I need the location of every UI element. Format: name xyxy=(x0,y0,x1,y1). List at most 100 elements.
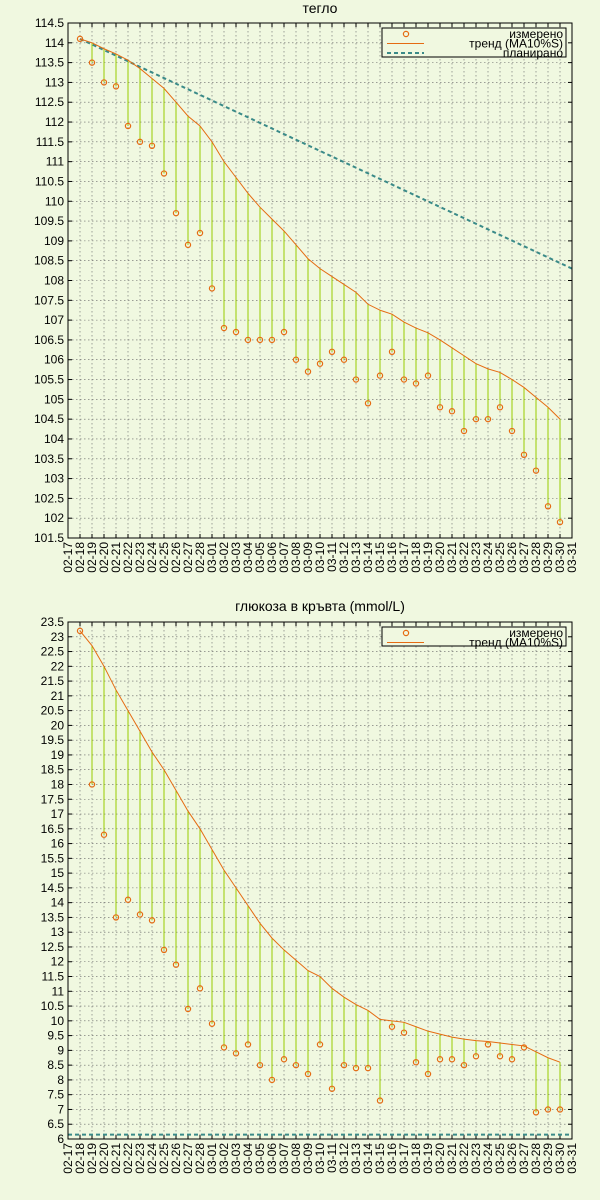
weight-chart: тегло 101.5 102 102.5 103 103.5 104 104.5 105 105… xyxy=(34,0,579,573)
glucose-x-tick-label: 03-27 xyxy=(517,1143,531,1174)
glucose-measured-point xyxy=(208,1020,216,1027)
weight-x-tick-label: 02-18 xyxy=(73,542,87,573)
weight-measured-point xyxy=(256,336,264,344)
weight-x-tick-label: 03-05 xyxy=(253,542,267,573)
glucose-x-tick-label: 03-03 xyxy=(229,1143,243,1174)
glucose-trend-line xyxy=(79,630,561,1063)
weight-y-tick-label: 103.5 xyxy=(34,452,64,466)
weight-measured-point xyxy=(520,451,528,459)
weight-measured-point xyxy=(412,380,420,387)
weight-y-tick-label: 113 xyxy=(45,75,64,89)
weight-y-tick-label: 103 xyxy=(44,472,64,486)
weight-measured-point xyxy=(328,348,336,356)
glucose-x-tick-label: 02-27 xyxy=(181,1143,195,1174)
glucose-x-tick-label: 03-07 xyxy=(277,1143,291,1174)
glucose-y-tick-label: 16 xyxy=(51,837,65,851)
weight-x-tick-label: 03-14 xyxy=(361,542,375,573)
glucose-y-tick-label: 17 xyxy=(51,807,65,821)
weight-y-tick-label: 107.5 xyxy=(34,293,64,307)
weight-x-tick-label: 03-08 xyxy=(289,542,303,573)
weight-x-tick-label: 03-11 xyxy=(325,542,339,572)
weight-measured-point xyxy=(184,241,192,249)
glucose-measured-point xyxy=(340,1061,348,1069)
weight-y-tick-label: 105.5 xyxy=(34,373,64,387)
weight-measured-point xyxy=(436,404,444,411)
weight-x-tick-label: 03-03 xyxy=(229,542,243,573)
glucose-measured-point xyxy=(412,1058,420,1066)
glucose-x-tick-label: 03-09 xyxy=(301,1143,315,1174)
glucose-chart: глюкоза в кръвта (mmol/L) 66.577.588.599.… xyxy=(41,598,579,1174)
weight-x-tick-label: 03-25 xyxy=(493,542,507,573)
glucose-y-tick-label: 6.5 xyxy=(47,1117,64,1131)
weight-x-tick-label: 03-21 xyxy=(445,542,459,573)
glucose-y-tick-label: 11.5 xyxy=(42,970,65,984)
glucose-x-tick-label: 03-13 xyxy=(349,1143,363,1174)
glucose-x-tick-label: 02-26 xyxy=(169,1143,183,1174)
glucose-y-tick-label: 23.5 xyxy=(41,615,65,629)
weight-x-tick-label: 03-27 xyxy=(517,542,531,573)
glucose-measured-point xyxy=(316,1041,324,1048)
weight-y-tick-label: 112.5 xyxy=(35,95,64,109)
glucose-measured-point xyxy=(232,1050,240,1057)
glucose-y-tick-label: 8.5 xyxy=(47,1058,64,1072)
glucose-chart-title: глюкоза в кръвта (mmol/L) xyxy=(235,598,405,614)
glucose-plot-frame xyxy=(67,621,573,1140)
glucose-y-tick-label: 14 xyxy=(51,896,65,910)
weight-x-tick-label: 02-20 xyxy=(97,542,111,573)
glucose-x-tick-label: 03-21 xyxy=(445,1143,459,1174)
weight-measured-point xyxy=(88,59,96,66)
weight-measured-point xyxy=(460,427,468,435)
glucose-measured-point xyxy=(532,1109,540,1116)
weight-y-tick-label: 111.5 xyxy=(36,135,65,149)
glucose-y-tick-label: 15.5 xyxy=(41,851,65,865)
glucose-x-tick-label: 03-12 xyxy=(337,1143,351,1174)
glucose-measured-point xyxy=(136,911,144,918)
weight-measured-point xyxy=(268,336,276,344)
glucose-x-tick-label: 03-18 xyxy=(409,1143,423,1174)
weight-x-tick-label: 03-20 xyxy=(433,542,447,573)
glucose-x-tick-label: 03-08 xyxy=(289,1143,303,1174)
weight-measured-point xyxy=(208,285,216,292)
glucose-measured-point xyxy=(76,627,84,635)
weight-measured-point xyxy=(100,79,108,86)
glucose-y-tick-label: 11 xyxy=(52,984,65,998)
weight-x-tick-label: 03-12 xyxy=(337,542,351,573)
glucose-x-tick-label: 03-30 xyxy=(553,1143,567,1174)
glucose-x-tick-label: 03-01 xyxy=(205,1143,219,1174)
glucose-x-tick-label: 02-25 xyxy=(157,1143,171,1174)
glucose-measured-point xyxy=(220,1044,228,1051)
weight-y-tick-label: 109 xyxy=(44,234,64,248)
glucose-y-tick-label: 13 xyxy=(51,925,65,939)
weight-x-tick-label: 03-28 xyxy=(529,542,543,573)
glucose-x-tick-label: 03-06 xyxy=(265,1143,279,1174)
weight-x-tick-label: 03-04 xyxy=(241,542,255,573)
glucose-measured-point xyxy=(280,1056,288,1063)
glucose-x-tick-label: 03-17 xyxy=(397,1143,411,1174)
weight-x-tick-label: 03-23 xyxy=(469,542,483,573)
glucose-y-tick-label: 15 xyxy=(51,866,65,880)
weight-x-tick-label: 03-02 xyxy=(217,542,231,573)
weight-x-tick-label: 02-28 xyxy=(193,542,207,573)
weight-measured-point xyxy=(112,83,120,90)
weight-measured-point xyxy=(448,408,456,415)
weight-measured-point xyxy=(496,404,504,411)
weight-measured-point xyxy=(352,376,360,383)
glucose-measured-point xyxy=(196,985,204,992)
weight-measured-point xyxy=(316,360,324,367)
weight-y-tick-label: 104 xyxy=(44,432,64,446)
glucose-measured-point xyxy=(496,1053,504,1060)
weight-measured-point xyxy=(544,503,552,510)
weight-x-tick-label: 03-16 xyxy=(385,542,399,573)
weight-x-tick-label: 03-15 xyxy=(373,542,387,573)
glucose-x-tick-label: 03-31 xyxy=(565,1143,579,1174)
glucose-y-tick-label: 19.5 xyxy=(41,733,65,747)
weight-measured-point xyxy=(76,35,84,43)
weight-measured-point xyxy=(532,467,540,474)
weight-x-tick-label: 03-19 xyxy=(421,542,435,573)
glucose-measured-point xyxy=(292,1061,300,1069)
glucose-measured-point xyxy=(148,917,156,924)
weight-y-tick-label: 111 xyxy=(46,155,65,169)
glucose-y-tick-label: 7.5 xyxy=(47,1088,64,1102)
glucose-measured-point xyxy=(544,1106,552,1113)
